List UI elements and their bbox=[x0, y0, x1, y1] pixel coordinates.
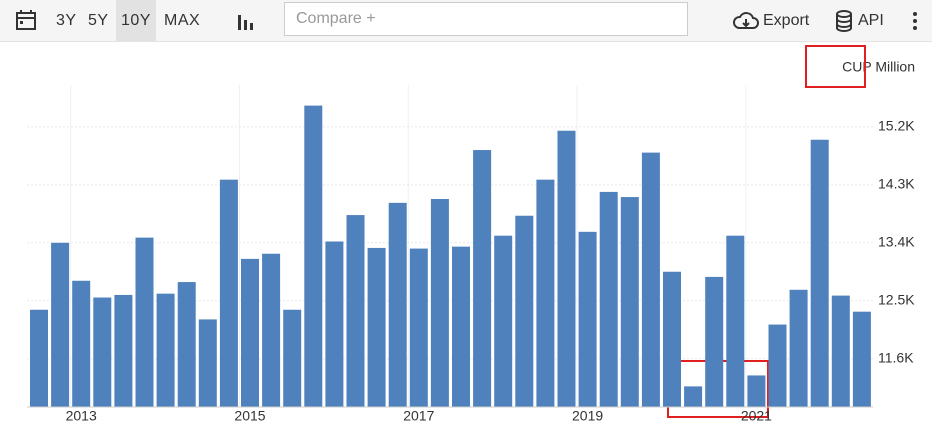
range-button[interactable]: 3Y bbox=[56, 12, 77, 29]
bar bbox=[388, 202, 407, 407]
api-icon[interactable] bbox=[835, 10, 853, 32]
bar bbox=[705, 276, 724, 407]
y-tick-label: 13.4K bbox=[878, 233, 915, 249]
x-tick-label: 2013 bbox=[66, 408, 97, 424]
bar bbox=[93, 297, 112, 407]
bar bbox=[494, 235, 513, 407]
bar bbox=[72, 280, 91, 407]
bar bbox=[515, 215, 534, 407]
highlight-box bbox=[805, 45, 866, 88]
bar bbox=[135, 237, 154, 407]
bar bbox=[641, 152, 660, 407]
bar bbox=[663, 271, 681, 407]
bar bbox=[177, 282, 196, 407]
bar bbox=[599, 191, 618, 407]
bar bbox=[452, 246, 470, 407]
bar bbox=[283, 309, 302, 407]
bar bbox=[810, 139, 829, 407]
bar bbox=[852, 311, 871, 407]
x-tick-label: 2017 bbox=[403, 408, 434, 424]
bar bbox=[726, 235, 745, 407]
unit-label: CUP Million bbox=[842, 59, 915, 75]
range-button[interactable]: MAX bbox=[164, 12, 201, 29]
bar bbox=[114, 294, 133, 407]
y-tick-label: 14.3K bbox=[878, 176, 915, 192]
bar bbox=[430, 198, 449, 407]
bar bbox=[620, 197, 639, 407]
calendar-icon[interactable] bbox=[16, 10, 36, 30]
y-tick-label: 12.5K bbox=[878, 291, 915, 307]
x-tick-label: 2015 bbox=[234, 408, 265, 424]
export-icon[interactable] bbox=[732, 11, 760, 31]
bar bbox=[831, 295, 850, 407]
menu-icon[interactable] bbox=[910, 11, 920, 33]
bar bbox=[789, 289, 808, 407]
bar bbox=[51, 242, 70, 407]
bar bbox=[557, 130, 576, 407]
y-tick-label: 15.2K bbox=[878, 118, 915, 134]
bar bbox=[684, 386, 703, 407]
bar bbox=[578, 231, 597, 407]
x-tick-label: 2021 bbox=[741, 408, 772, 424]
chart: CUP Million 11.6K 12.5K 13.4K 14.3K 15.2K 201… bbox=[27, 45, 915, 424]
compare-input[interactable]: Compare + bbox=[284, 2, 688, 36]
range-button[interactable]: 10Y bbox=[116, 0, 156, 42]
bar bbox=[409, 248, 428, 407]
y-tick-label: 11.6K bbox=[878, 349, 914, 365]
toolbar: 3Y 5Y 10Y MAX Compare + Export API bbox=[0, 0, 932, 42]
x-tick-label: 2019 bbox=[572, 408, 603, 424]
bar bbox=[304, 105, 323, 407]
bar bbox=[325, 241, 344, 407]
bar bbox=[473, 150, 492, 407]
bar bbox=[219, 179, 238, 407]
bar bbox=[768, 324, 787, 407]
range-button[interactable]: 5Y bbox=[88, 12, 109, 29]
bar bbox=[156, 293, 175, 407]
bar bbox=[367, 247, 386, 407]
bar bbox=[747, 375, 766, 407]
export-button[interactable]: Export bbox=[763, 12, 810, 29]
bar bbox=[346, 215, 365, 407]
bar bbox=[262, 253, 281, 407]
bar bbox=[536, 179, 555, 407]
chart-type-icon[interactable] bbox=[236, 11, 256, 31]
bar bbox=[30, 309, 48, 407]
api-button[interactable]: API bbox=[858, 12, 884, 29]
bar bbox=[198, 319, 217, 407]
bar bbox=[241, 258, 259, 407]
